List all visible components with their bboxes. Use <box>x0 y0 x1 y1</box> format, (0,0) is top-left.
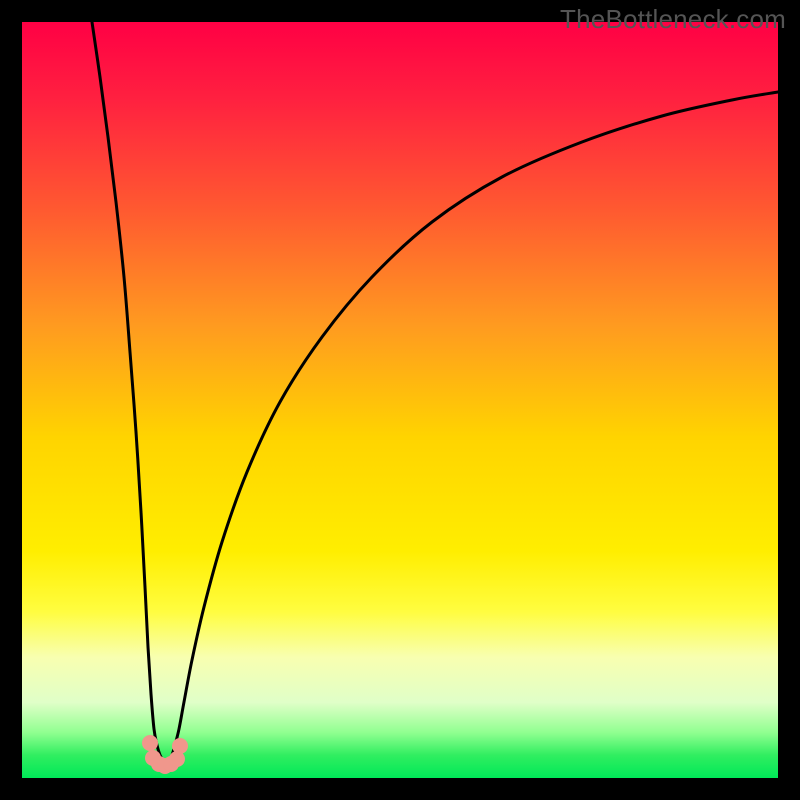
curve-marker <box>172 738 188 754</box>
bottleneck-curve <box>92 22 778 765</box>
watermark-text: TheBottleneck.com <box>560 4 786 35</box>
chart-container: TheBottleneck.com <box>0 0 800 800</box>
plot-area <box>22 22 778 778</box>
curve-marker <box>142 735 158 751</box>
curve-layer <box>22 22 778 778</box>
